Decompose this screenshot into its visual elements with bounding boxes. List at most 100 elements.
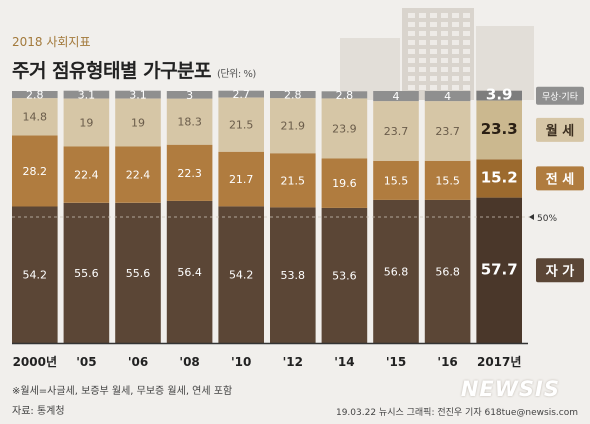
building-window: [452, 22, 459, 27]
data-label: 2.7: [232, 88, 250, 101]
bar-segment: [476, 197, 522, 343]
data-label: 2.8: [284, 89, 302, 102]
legend-swatch: [536, 117, 584, 142]
bar-segment: [424, 199, 471, 343]
x-tick-label: '16: [437, 355, 457, 369]
data-label: 14.8: [23, 111, 48, 124]
bar-segment: [424, 91, 471, 102]
data-label: 3.1: [129, 89, 147, 102]
value-labels-layer: 54.2 28.2 14.8 2.8 55.6 22.4 19 3.1 55.6 22.4 19 3.…: [23, 86, 518, 283]
building-window: [408, 58, 415, 63]
bar-segment: [476, 90, 522, 101]
data-label: 21.5: [229, 119, 254, 132]
legend: 자 가 전 세 월 세 무상·기타: [536, 86, 584, 283]
x-tick-label: '05: [76, 355, 96, 369]
data-label: 21.5: [281, 174, 306, 187]
x-tick-label: '06: [128, 355, 148, 369]
building-window: [452, 85, 459, 90]
bar-segment: [166, 144, 213, 201]
data-label: 54.2: [229, 269, 254, 282]
data-label: 15.5: [435, 174, 460, 187]
bar-segment: [424, 160, 471, 200]
reference-line-layer: 50%: [12, 214, 557, 224]
data-label: 55.6: [74, 267, 99, 280]
data-label: 21.9: [281, 120, 306, 133]
bar-segment: [321, 91, 368, 99]
building-window: [452, 76, 459, 81]
bar-segment: [424, 101, 471, 161]
bar-segment: [476, 100, 522, 160]
data-label: 22.4: [126, 169, 151, 182]
bar-segment: [12, 91, 58, 99]
bar-segment: [166, 200, 213, 343]
bar-segment: [321, 207, 368, 343]
bar-segment: [270, 153, 316, 208]
data-label: 19.6: [332, 177, 357, 190]
bar-segment: [63, 146, 110, 203]
building-window: [463, 76, 470, 81]
data-label: 53.8: [281, 269, 306, 282]
credit-label: 19.03.22 뉴시스 그래픽: 전진우 기자 618tue@newsis.c…: [335, 408, 578, 418]
data-label: 22.4: [74, 169, 99, 182]
building-window: [441, 49, 448, 54]
data-label: 54.2: [23, 269, 48, 282]
bar-segment: [270, 91, 316, 99]
x-tick-label: '12: [283, 355, 303, 369]
data-label: 56.4: [177, 266, 202, 279]
building-window: [430, 67, 437, 72]
building-window: [419, 22, 426, 27]
legend-label: 월 세: [546, 123, 574, 139]
building-window: [463, 85, 470, 90]
building-window: [419, 67, 426, 72]
building-window: [452, 31, 459, 36]
legend-swatch: [536, 86, 584, 105]
bar-segment: [218, 151, 264, 207]
building-window: [419, 31, 426, 36]
x-tick-label: '08: [179, 355, 199, 369]
bar-segment: [115, 202, 161, 343]
data-label: 3: [186, 89, 193, 102]
legend-swatch: [536, 258, 584, 283]
page-title: 주거 점유형태별 가구분포 (단위: %): [12, 56, 256, 83]
x-axis: 2000년 '05 '06 '08 '10 '12 '14 '15 '16 2017년: [12, 342, 528, 369]
building-shape: [340, 38, 400, 100]
building-window: [441, 76, 448, 81]
data-label: 3.1: [78, 89, 96, 102]
bar-segment: [476, 159, 522, 198]
bar-segment: [218, 97, 264, 152]
data-label: 23.9: [332, 122, 357, 135]
building-window: [463, 22, 470, 27]
building-window: [430, 40, 437, 45]
data-label: 56.8: [384, 265, 409, 278]
reference-marker: [529, 214, 534, 220]
data-label: 19: [79, 117, 93, 130]
building-window: [430, 31, 437, 36]
data-label: 55.6: [126, 267, 151, 280]
building-window: [408, 13, 415, 18]
building-window: [463, 58, 470, 63]
building-window: [419, 49, 426, 54]
data-label: 56.8: [435, 265, 460, 278]
building-window: [463, 67, 470, 72]
building-window: [441, 85, 448, 90]
bar-segment: [63, 90, 110, 99]
data-label: 28.2: [23, 165, 48, 178]
bar-segment: [218, 90, 264, 98]
x-tick-label: '10: [231, 355, 251, 369]
data-label: 53.6: [332, 270, 357, 283]
building-window: [419, 85, 426, 90]
building-window: [430, 58, 437, 63]
building-shape: [476, 26, 534, 100]
building-window: [452, 13, 459, 18]
building-window: [430, 13, 437, 18]
building-window: [408, 40, 415, 45]
bar-segment: [63, 202, 110, 343]
data-label: 23.7: [384, 125, 409, 138]
building-window: [441, 58, 448, 63]
bar-segment: [270, 207, 316, 343]
bar-segment: [115, 146, 161, 203]
building-window: [419, 58, 426, 63]
building-window: [463, 49, 470, 54]
